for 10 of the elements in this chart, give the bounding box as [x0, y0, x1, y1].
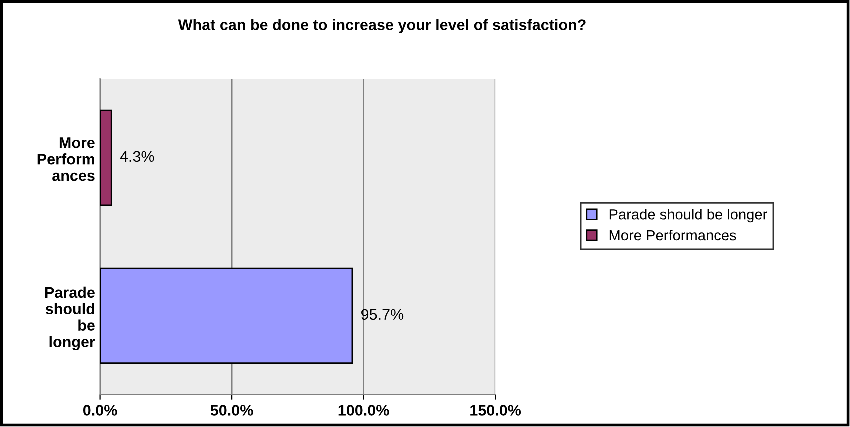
x-tick-label: 150.0% — [470, 405, 522, 416]
legend-label: Parade should be longer — [610, 209, 768, 223]
x-tick-label: 100.0% — [338, 405, 390, 416]
y-tick-label: More Perform ances — [38, 138, 95, 182]
data-label: 95.7% — [362, 309, 404, 320]
x-tick-label: 0.0% — [83, 405, 118, 416]
chart-title: What can be done to increase your level of satisfaction? — [178, 19, 586, 34]
data-label: 4.3% — [120, 151, 154, 162]
x-tick-label: 50.0% — [210, 405, 254, 416]
legend-label: More Performances — [610, 230, 736, 241]
